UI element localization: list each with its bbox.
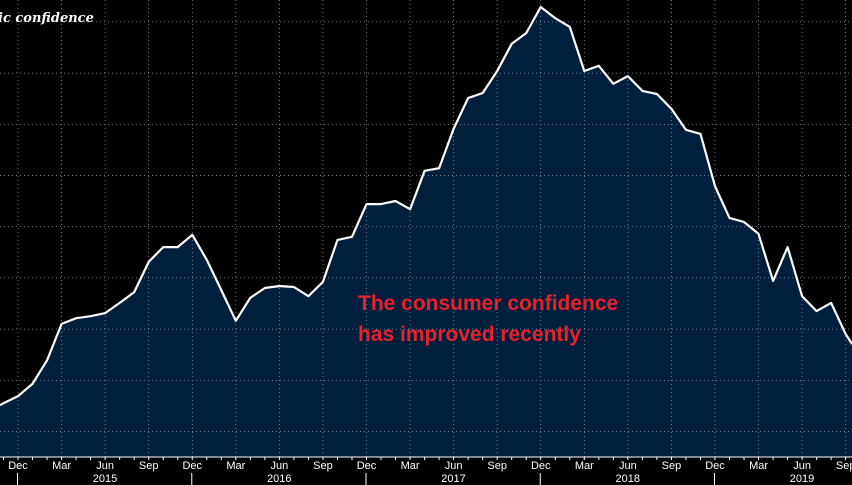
x-tick-label: Mar: [749, 460, 768, 472]
x-tick-label: Sep: [662, 460, 682, 472]
annotation-line-2: has improved recently: [358, 323, 581, 346]
annotation-line-1: The consumer confidence: [358, 292, 619, 315]
x-tick-label: Dec: [357, 460, 377, 472]
year-label: 2017: [441, 473, 465, 485]
x-tick-label: Mar: [226, 460, 245, 472]
year-label: 2016: [267, 473, 291, 485]
x-tick-label: Mar: [52, 460, 71, 472]
area-fill: [0, 7, 852, 457]
year-label: 2018: [615, 473, 639, 485]
x-tick-label: Dec: [182, 460, 202, 472]
x-tick-label: Jun: [96, 460, 114, 472]
x-tick-label: Mar: [401, 460, 420, 472]
x-tick-label: Dec: [8, 460, 28, 472]
x-tick-label: Jun: [445, 460, 463, 472]
chart-title: ic confidence: [0, 11, 94, 26]
x-tick-label: Jun: [793, 460, 811, 472]
x-tick-label: Sep: [313, 460, 333, 472]
x-tick-label: Dec: [531, 460, 551, 472]
annotation: The consumer confidence has improved rec…: [358, 288, 618, 350]
x-tick-label: Sep: [836, 460, 852, 472]
x-tick-label: Sep: [487, 460, 507, 472]
x-tick-label: Jun: [619, 460, 637, 472]
x-tick-label: Mar: [575, 460, 594, 472]
x-tick-label: Dec: [705, 460, 725, 472]
x-tick-label: Sep: [139, 460, 159, 472]
x-tick-label: Jun: [271, 460, 289, 472]
year-label: 2019: [790, 473, 814, 485]
year-label: 2015: [93, 473, 117, 485]
series-line: [0, 5, 852, 407]
